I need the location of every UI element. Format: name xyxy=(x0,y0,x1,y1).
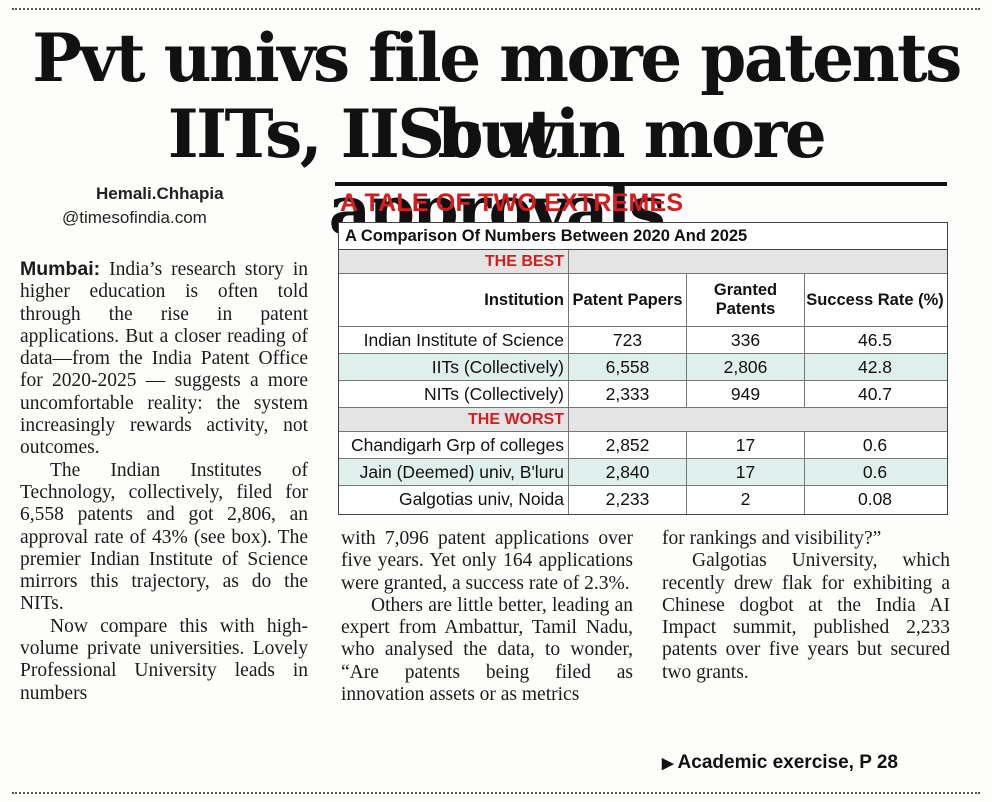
cell-papers: 2,233 xyxy=(569,486,687,514)
col-header-patent-papers: Patent Papers xyxy=(569,274,687,326)
author-handle: @timesofindia.com xyxy=(62,208,207,227)
table-row: Chandigarh Grp of colleges 2,852 17 0.6 xyxy=(339,432,947,459)
box-title: A TALE OF TWO EXTREMES xyxy=(340,189,684,217)
headline-line-1: Pvt univs file more patents but xyxy=(32,19,962,173)
cell-institution: Galgotias univ, Noida xyxy=(339,486,569,514)
cell-papers: 2,840 xyxy=(569,459,687,485)
section-worst: THE WORST xyxy=(339,408,947,432)
col1-paragraph-1: India’s research story in higher educati… xyxy=(20,259,309,459)
col1-paragraph-2: The Indian Institutes of Technology, col… xyxy=(20,459,308,615)
cell-papers: 2,333 xyxy=(569,381,687,407)
table-row: IITs (Collectively) 6,558 2,806 42.8 xyxy=(339,354,947,381)
table-row: NITs (Collectively) 2,333 949 40.7 xyxy=(339,381,947,408)
top-dotted-rule xyxy=(12,8,980,10)
cell-rate: 46.5 xyxy=(857,330,893,350)
col1-paragraph-3: Now compare this with high-volume privat… xyxy=(20,615,308,704)
section-best: THE BEST xyxy=(339,250,947,274)
article-column-1: Mumbai: India’s research story in higher… xyxy=(20,258,308,705)
cell-institution: Chandigarh Grp of colleges xyxy=(339,432,569,458)
see-reference: ▶ Academic exercise, P 28 xyxy=(662,752,898,774)
bottom-dotted-rule xyxy=(12,792,980,794)
col-header-institution: Institution xyxy=(339,274,569,326)
cell-papers: 723 xyxy=(569,327,687,353)
cell-granted: 336 xyxy=(687,327,805,353)
cell-rate: 0.08 xyxy=(857,489,893,509)
col3-paragraph-1: for rankings and visibility?” xyxy=(662,528,882,549)
box-top-rule xyxy=(335,182,947,186)
table-row: Indian Institute of Science 723 336 46.5 xyxy=(339,327,947,354)
article-column-3: for rankings and visibility?” Galgotias … xyxy=(662,528,950,684)
cell-rate: 42.8 xyxy=(857,357,893,377)
cell-institution: Jain (Deemed) univ, B'luru xyxy=(339,459,569,485)
cell-granted: 2,806 xyxy=(687,354,805,380)
cell-granted: 949 xyxy=(687,381,805,407)
cell-institution: IITs (Collectively) xyxy=(339,354,569,380)
cell-papers: 2,852 xyxy=(569,432,687,458)
table-header-row: Institution Patent Papers Granted Patent… xyxy=(339,274,947,327)
cell-rate: 0.6 xyxy=(862,462,888,482)
article-column-2: with 7,096 patent applications over five… xyxy=(341,528,633,706)
table-row: Galgotias univ, Noida 2,233 2 0.08 xyxy=(339,486,947,514)
comparison-table: A Comparison Of Numbers Between 2020 And… xyxy=(338,222,948,515)
dateline: Mumbai: xyxy=(20,258,101,280)
cell-institution: NITs (Collectively) xyxy=(339,381,569,407)
author-name: Hemali.Chhapia xyxy=(96,184,224,203)
cell-granted: 17 xyxy=(687,432,805,458)
cell-granted: 2 xyxy=(687,486,805,514)
col-header-granted-patents: Granted Patents xyxy=(687,274,805,326)
col3-paragraph-2: Galgotias University, which recently dre… xyxy=(662,550,950,683)
play-arrow-icon: ▶ xyxy=(662,755,674,772)
col2-paragraph-1: with 7,096 patent applications over five… xyxy=(341,528,633,594)
col-header-success-rate: Success Rate (%) xyxy=(806,290,944,309)
section-worst-label: THE WORST xyxy=(339,408,569,431)
table-row: Jain (Deemed) univ, B'luru 2,840 17 0.6 xyxy=(339,459,947,486)
byline: Hemali.Chhapia @timesofindia.com xyxy=(62,182,224,230)
cell-granted: 17 xyxy=(687,459,805,485)
cell-rate: 40.7 xyxy=(857,384,893,404)
cell-rate: 0.6 xyxy=(862,435,888,455)
section-best-label: THE BEST xyxy=(339,250,569,273)
see-reference-text: Academic exercise, P 28 xyxy=(677,752,898,773)
cell-papers: 6,558 xyxy=(569,354,687,380)
cell-institution: Indian Institute of Science xyxy=(339,327,569,353)
table-subtitle: A Comparison Of Numbers Between 2020 And… xyxy=(339,223,947,250)
col2-paragraph-2: Others are little better, leading an exp… xyxy=(341,594,633,706)
